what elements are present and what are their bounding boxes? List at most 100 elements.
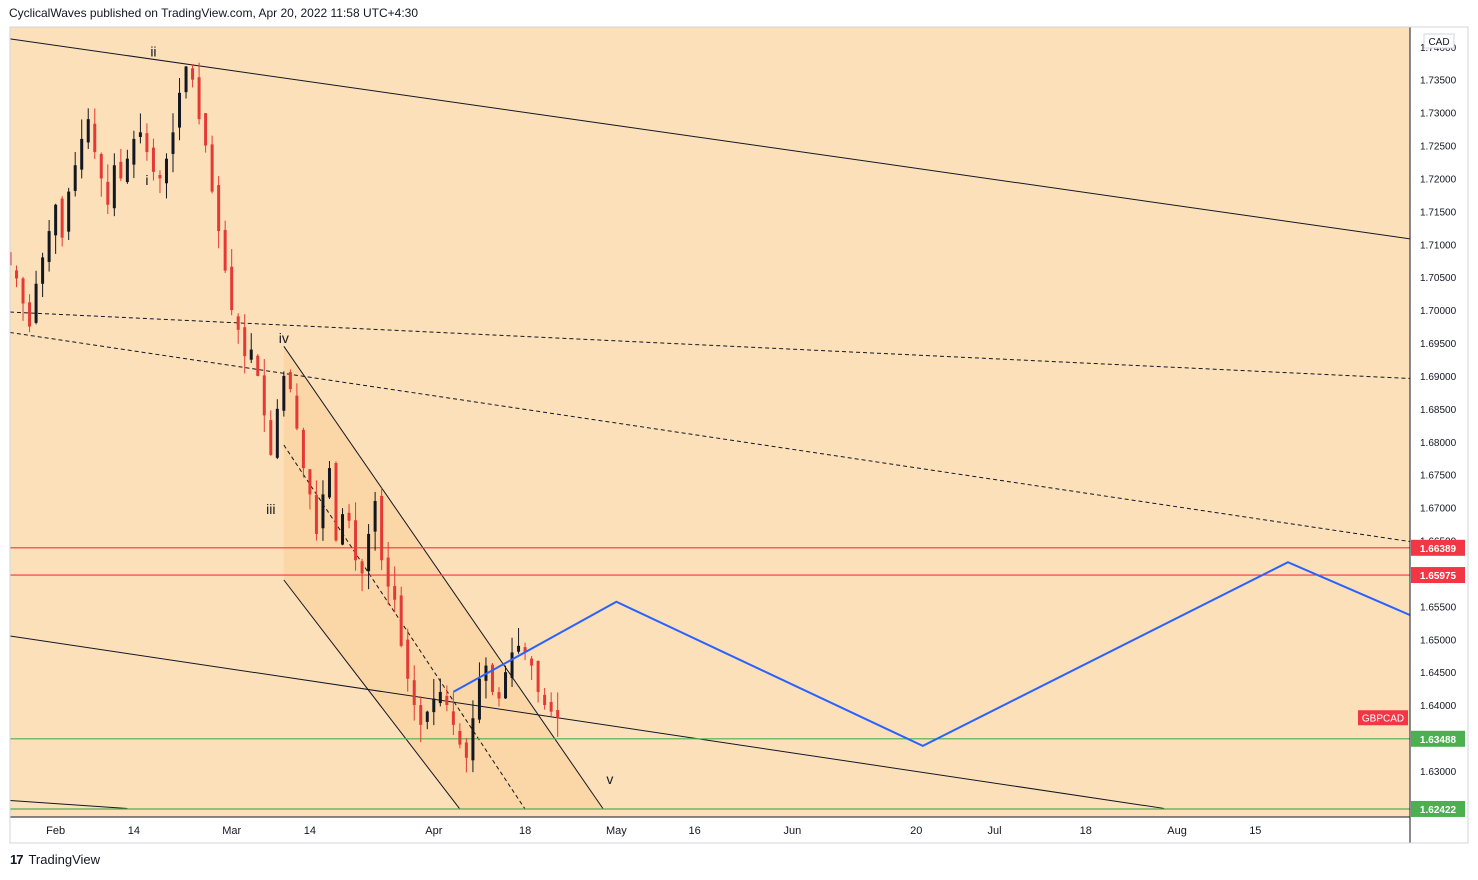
plot-border xyxy=(9,26,1469,844)
candle-body xyxy=(184,66,188,93)
candle-body xyxy=(28,302,32,327)
candle-body xyxy=(80,138,84,170)
x-tick-label: Jun xyxy=(784,825,802,837)
candle xyxy=(543,688,547,710)
candle-body xyxy=(464,742,468,758)
trendline-2 xyxy=(10,311,1410,380)
candle xyxy=(236,313,240,344)
candle xyxy=(438,678,442,707)
projection-path xyxy=(452,561,1410,748)
y-tick-label: 1.71000 xyxy=(1420,240,1457,251)
candle xyxy=(99,152,103,197)
candle-body xyxy=(67,191,71,232)
candle-body xyxy=(504,672,508,699)
candle-body xyxy=(477,678,481,720)
x-tick-label: 20 xyxy=(910,825,922,837)
candle-body xyxy=(93,123,97,153)
candle xyxy=(451,692,455,735)
candle xyxy=(158,170,162,194)
candle xyxy=(34,270,38,325)
candle xyxy=(164,153,168,199)
candle xyxy=(275,399,279,460)
price-tag-text: 1.66389 xyxy=(1420,544,1457,555)
candle xyxy=(334,461,338,542)
y-tick-label: 1.65000 xyxy=(1420,635,1457,646)
candle xyxy=(249,333,253,364)
x-tick-label: 16 xyxy=(688,825,700,837)
candle xyxy=(510,637,514,687)
candle xyxy=(28,294,32,333)
candle-body xyxy=(530,658,534,666)
price-tag-text: 1.62422 xyxy=(1420,805,1457,816)
candle-body xyxy=(112,165,116,209)
y-tick-label: 1.70000 xyxy=(1420,306,1457,317)
candle-body xyxy=(223,229,227,271)
candle xyxy=(191,64,195,88)
candle-body xyxy=(210,144,214,192)
candle-body xyxy=(191,68,195,80)
x-tick-label: Jul xyxy=(987,825,1001,837)
candle xyxy=(301,427,305,478)
candle xyxy=(243,314,247,374)
candle xyxy=(10,242,12,277)
candle-body xyxy=(236,316,240,330)
candle xyxy=(288,369,292,393)
candle xyxy=(425,710,429,730)
price-tag-text: 1.63488 xyxy=(1420,735,1457,746)
candle-body xyxy=(399,595,403,646)
candle xyxy=(549,692,553,717)
currency-text: CAD xyxy=(1428,37,1449,48)
candle xyxy=(41,252,45,298)
candle-body xyxy=(334,463,338,541)
candle-body xyxy=(217,185,221,232)
candle xyxy=(178,78,182,141)
candle xyxy=(399,586,403,648)
candle-body xyxy=(119,161,123,179)
candle xyxy=(230,249,234,316)
wave-label-2: i xyxy=(145,172,148,188)
candle xyxy=(308,469,312,510)
candle-body xyxy=(249,349,253,360)
x-tick-label: 14 xyxy=(128,825,140,837)
candle xyxy=(367,524,371,590)
x-tick-label: 18 xyxy=(519,825,531,837)
candle xyxy=(80,119,84,179)
candle xyxy=(256,354,260,377)
candle xyxy=(373,491,377,551)
candle xyxy=(471,700,475,773)
candle-body xyxy=(386,557,390,587)
y-tick-label: 1.71500 xyxy=(1420,207,1457,218)
candle-body xyxy=(354,520,358,561)
candle-body xyxy=(438,691,442,704)
price-tag-3: 1.63488 xyxy=(1411,730,1465,747)
y-tick-label: 1.70500 xyxy=(1420,273,1457,284)
y-tick-label: 1.68500 xyxy=(1420,405,1457,416)
price-tag-bg xyxy=(1411,800,1465,817)
y-tick-label: 1.72500 xyxy=(1420,142,1457,153)
x-tick-label: 18 xyxy=(1080,825,1092,837)
y-tick-label: 1.69000 xyxy=(1420,372,1457,383)
y-axis[interactable]: 1.740001.735001.730001.725001.720001.715… xyxy=(1420,43,1457,811)
candle-body xyxy=(86,119,90,143)
price-tag-bg xyxy=(1411,730,1465,747)
candle xyxy=(386,542,390,605)
candle-body xyxy=(125,158,129,183)
candle-body xyxy=(360,561,364,574)
candle-body xyxy=(171,132,175,154)
candle-body xyxy=(269,420,273,455)
candle xyxy=(138,113,142,144)
candle xyxy=(54,203,58,254)
candle-body xyxy=(393,585,397,600)
candle-body xyxy=(204,113,208,146)
candle-body xyxy=(543,694,547,706)
candle-body xyxy=(471,718,475,761)
trendline-6 xyxy=(283,346,604,810)
candle-body xyxy=(445,695,449,706)
candle-body xyxy=(367,533,371,572)
y-tick-label: 1.64000 xyxy=(1420,701,1457,712)
y-tick-label: 1.68000 xyxy=(1420,438,1457,449)
candle xyxy=(354,502,358,571)
trendline-4 xyxy=(10,635,1165,809)
